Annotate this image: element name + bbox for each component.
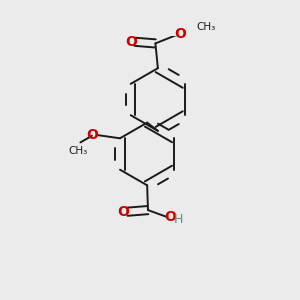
Text: O: O	[118, 205, 130, 219]
Text: H: H	[174, 214, 183, 226]
Text: O: O	[86, 128, 98, 142]
Text: CH₃: CH₃	[197, 22, 216, 32]
Text: O: O	[125, 35, 137, 49]
Text: O: O	[175, 27, 187, 41]
Text: O: O	[164, 210, 176, 224]
Text: CH₃: CH₃	[68, 146, 88, 156]
